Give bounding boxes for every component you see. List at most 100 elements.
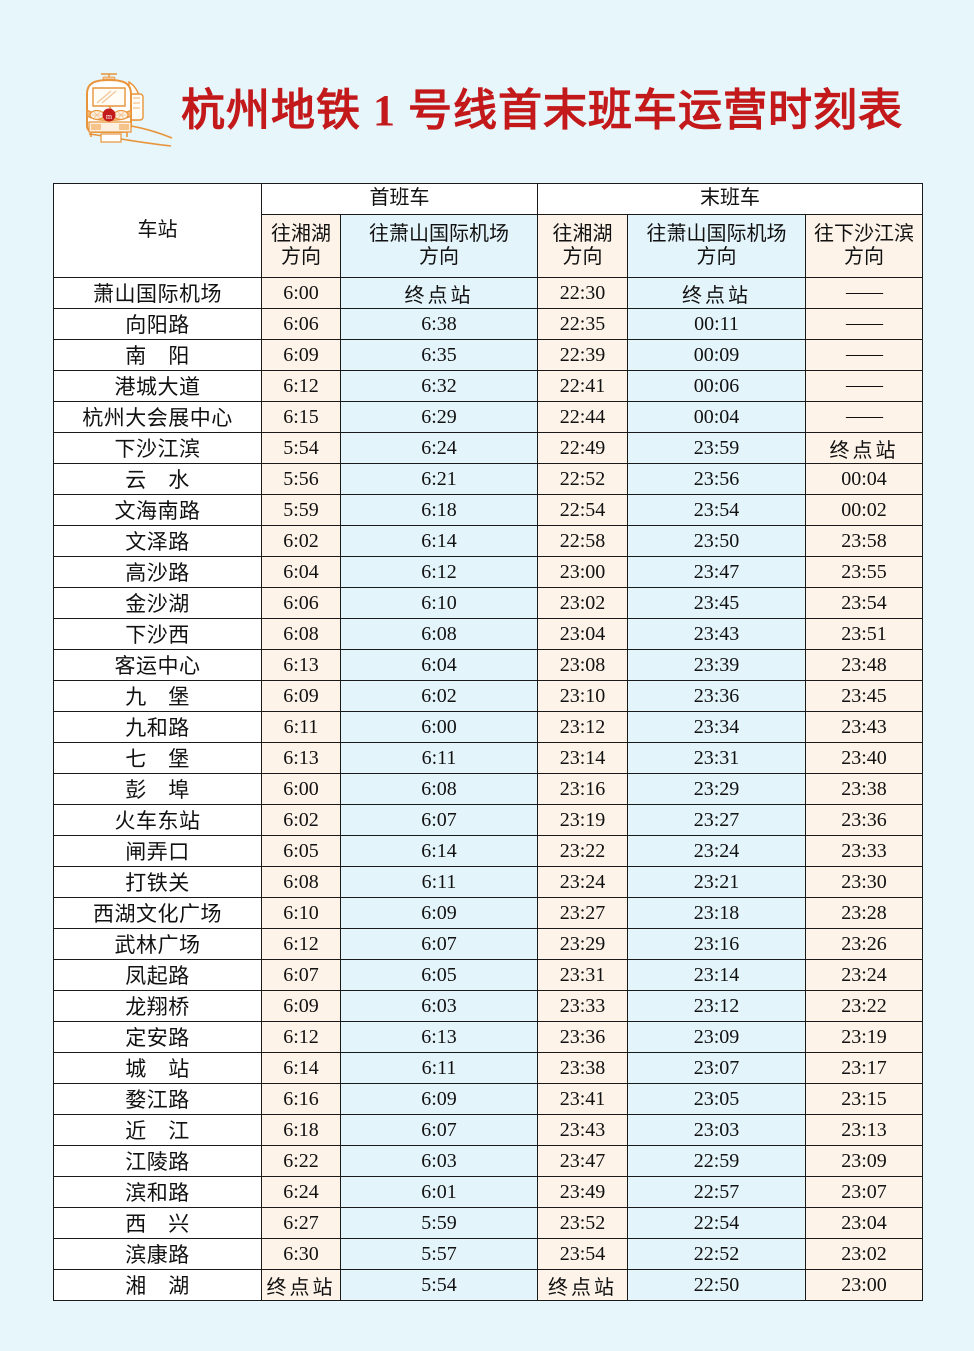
station-name-cell: 萧山国际机场	[53, 277, 262, 309]
time-cell: ——	[804, 339, 924, 371]
time-cell: 23:24	[537, 866, 628, 898]
direction-line-2: 方向	[562, 246, 603, 268]
station-name-cell: 金沙湖	[53, 587, 262, 619]
time-cell: 6:02	[261, 804, 341, 836]
time-cell: 22:39	[537, 339, 628, 371]
time-cell: 6:27	[261, 1207, 341, 1239]
time-cell: 23:31	[537, 959, 628, 991]
time-cell: 23:12	[537, 711, 628, 743]
station-name-cell: 江陵路	[53, 1145, 262, 1177]
time-cell: 6:00	[261, 277, 341, 309]
time-cell: 22:41	[537, 370, 628, 402]
station-name-cell: 文泽路	[53, 525, 262, 557]
time-cell: 23:43	[804, 711, 924, 743]
station-name-cell: 下沙西	[53, 618, 262, 650]
time-cell: 6:09	[340, 897, 538, 929]
time-cell: 6:10	[340, 587, 538, 619]
time-cell: 23:58	[804, 525, 924, 557]
table-row: 江陵路 6:22 6:03 23:47 22:59 23:09	[53, 1145, 924, 1177]
table-row: 下沙江滨 5:54 6:24 22:49 23:59 终点站	[53, 432, 924, 464]
table-row: 彭 埠 6:00 6:08 23:16 23:29 23:38	[53, 773, 924, 805]
timetable-container: 车站 首班车 末班车 往湘湖 方向 往萧山国际机场 方向 往湘湖 方向 往萧山国际机场 方向往…	[53, 183, 924, 1301]
time-cell: 23:07	[627, 1052, 806, 1084]
timetable-head: 车站 首班车 末班车 往湘湖 方向 往萧山国际机场 方向 往湘湖 方向 往萧山国际机场 方向往…	[53, 183, 924, 278]
time-cell: 终点站	[627, 277, 806, 309]
time-cell: 23:39	[627, 649, 806, 681]
station-name-cell: 九 堡	[53, 680, 262, 712]
direction-line-1: 往湘湖	[271, 222, 331, 245]
station-name-cell: 滨康路	[53, 1238, 262, 1270]
time-cell: 23:12	[627, 990, 806, 1022]
time-cell: ——	[804, 308, 924, 340]
time-cell: 23:00	[804, 1269, 924, 1301]
time-cell: 22:52	[537, 463, 628, 495]
time-cell: 23:07	[804, 1176, 924, 1208]
time-cell: 23:43	[537, 1114, 628, 1146]
time-cell: 22:59	[627, 1145, 806, 1177]
table-row: 城 站 6:14 6:11 23:38 23:07 23:17	[53, 1052, 924, 1084]
time-cell: 22:54	[627, 1207, 806, 1239]
time-cell: 22:30	[537, 277, 628, 309]
time-cell: 23:14	[627, 959, 806, 991]
column-header-direction-3: 往湘湖 方向	[537, 214, 628, 278]
time-cell: 23:45	[804, 680, 924, 712]
time-cell: 6:12	[340, 556, 538, 588]
table-row: 凤起路 6:07 6:05 23:31 23:14 23:24	[53, 959, 924, 991]
time-cell: 23:21	[627, 866, 806, 898]
time-cell: 23:54	[537, 1238, 628, 1270]
time-cell: 23:00	[537, 556, 628, 588]
time-cell: 5:54	[340, 1269, 538, 1301]
time-cell: 6:03	[340, 990, 538, 1022]
station-name-cell: 龙翔桥	[53, 990, 262, 1022]
timetable-body: 萧山国际机场 6:00 终点站 22:30 终点站 —— 向阳路 6:06 6:38 22:35 0…	[53, 277, 924, 1301]
table-row: 近 江 6:18 6:07 23:43 23:03 23:13	[53, 1114, 924, 1146]
time-cell: 6:05	[340, 959, 538, 991]
time-cell: 23:45	[627, 587, 806, 619]
time-cell: 6:12	[261, 1021, 341, 1053]
time-cell: ——	[804, 370, 924, 402]
time-cell: 23:41	[537, 1083, 628, 1115]
time-cell: 6:13	[261, 742, 341, 774]
time-cell: 6:07	[340, 1114, 538, 1146]
time-cell: 6:35	[340, 339, 538, 371]
table-row: 向阳路 6:06 6:38 22:35 00:11 ——	[53, 308, 924, 340]
table-row: 七 堡 6:13 6:11 23:14 23:31 23:40	[53, 742, 924, 774]
time-cell: 23:15	[804, 1083, 924, 1115]
time-cell: 6:32	[340, 370, 538, 402]
time-cell: 5:56	[261, 463, 341, 495]
time-cell: 23:56	[627, 463, 806, 495]
table-row: 九和路 6:11 6:00 23:12 23:34 23:43	[53, 711, 924, 743]
table-row: 杭州大会展中心 6:15 6:29 22:44 00:04 ——	[53, 401, 924, 433]
time-cell: 23:19	[537, 804, 628, 836]
time-cell: 6:13	[340, 1021, 538, 1053]
time-cell: 6:14	[340, 525, 538, 557]
time-cell: 6:12	[261, 370, 341, 402]
time-cell: 23:04	[804, 1207, 924, 1239]
table-row: 打铁关 6:08 6:11 23:24 23:21 23:30	[53, 866, 924, 898]
time-cell: 23:28	[804, 897, 924, 929]
metro-train-icon: m	[86, 73, 173, 147]
time-cell: 6:22	[261, 1145, 341, 1177]
time-cell: 23:54	[627, 494, 806, 526]
table-row: 火车东站 6:02 6:07 23:19 23:27 23:36	[53, 804, 924, 836]
time-cell: 6:18	[261, 1114, 341, 1146]
time-cell: 6:24	[340, 432, 538, 464]
time-cell: 6:08	[340, 773, 538, 805]
time-cell: 00:04	[627, 401, 806, 433]
time-cell: 23:38	[537, 1052, 628, 1084]
direction-line-2: 方向	[419, 246, 459, 268]
time-cell: 23:40	[804, 742, 924, 774]
time-cell: 6:11	[340, 742, 538, 774]
time-cell: 23:43	[627, 618, 806, 650]
time-cell: 23:16	[627, 928, 806, 960]
time-cell: 6:14	[261, 1052, 341, 1084]
time-cell: 23:03	[627, 1114, 806, 1146]
time-cell: 6:06	[261, 587, 341, 619]
direction-line-2: 方向	[844, 246, 885, 268]
station-name-cell: 云 水	[53, 463, 262, 495]
time-cell: 23:27	[537, 897, 628, 929]
time-cell: 23:36	[627, 680, 806, 712]
table-row: 下沙西 6:08 6:08 23:04 23:43 23:51	[53, 618, 924, 650]
direction-line-1: 往萧山国际机场	[369, 222, 509, 245]
